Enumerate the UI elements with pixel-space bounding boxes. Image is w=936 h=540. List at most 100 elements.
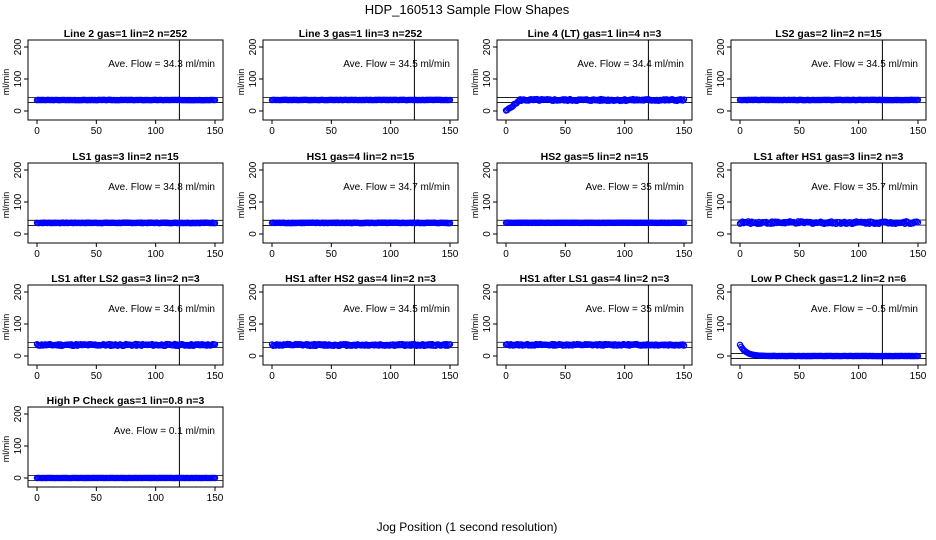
x-tick-label: 100 [850,371,867,382]
mean-flow-annotation: Ave. Flow = −0.5 ml/min [811,304,918,315]
y-tick-label: 100 [482,193,493,210]
plot-frame [27,406,224,488]
mean-flow-annotation: Ave. Flow = 34.5 ml/min [811,59,918,70]
panel-3: Line 4 (LT) gas=1 lin=4 n=3 0 50 100 150 0 100… [470,28,693,137]
y-axis-label: ml/min [470,69,480,96]
x-tick-label: 0 [269,249,275,260]
x-tick-label: 100 [382,126,399,137]
panel-title: Low P Check gas=1.2 lin=2 n=6 [751,273,906,285]
plot-frame [496,284,693,366]
plot-frame [27,284,224,366]
x-tick-label: 50 [326,249,338,260]
panel-12: Low P Check gas=1.2 lin=2 n=6 0 50 100 150 0 1… [704,273,927,382]
y-tick-label: 0 [13,475,24,481]
mean-flow-annotation: Ave. Flow = 34.4 ml/min [577,59,684,70]
y-tick-label: 200 [482,283,493,300]
x-tick-label: 0 [34,371,40,382]
y-tick-label: 100 [716,315,727,332]
y-axis-label: ml/min [470,192,480,219]
data-point [446,96,454,104]
y-tick-label: 200 [13,161,24,178]
mean-flow-annotation: Ave. Flow = 34.8 ml/min [108,182,215,193]
data-point [914,219,922,226]
panel-title: Line 2 gas=1 lin=2 n=252 [64,28,188,40]
data-point [446,219,454,227]
x-tick-label: 150 [207,249,224,260]
data-point [914,96,922,104]
y-axis-label: ml/min [704,69,714,96]
x-tick-label: 150 [442,249,459,260]
x-tick-label: 100 [616,126,633,137]
y-axis-label: ml/min [704,314,714,341]
x-tick-label: 100 [147,249,164,260]
x-tick-label: 150 [442,371,459,382]
x-tick-label: 150 [910,249,927,260]
x-tick-label: 100 [616,371,633,382]
y-tick-label: 200 [716,38,727,55]
y-tick-label: 0 [13,353,24,359]
panel-2: Line 3 gas=1 lin=3 n=252 0 50 100 150 0 100 200… [236,28,459,137]
x-tick-label: 150 [676,371,693,382]
panel-5: LS1 gas=3 lin=2 n=15 0 50 100 150 0 100 200 ml/m… [1,151,224,260]
y-tick-label: 200 [13,405,24,422]
mean-flow-annotation: Ave. Flow = 0.1 ml/min [114,426,215,437]
y-axis-label: ml/min [1,69,11,96]
y-tick-label: 100 [13,193,24,210]
y-tick-label: 0 [482,108,493,114]
x-tick-label: 0 [269,371,275,382]
plot-frame [27,39,224,121]
x-tick-label: 150 [207,371,224,382]
panel-title: HS1 gas=4 lin=2 n=15 [307,151,415,163]
mean-flow-annotation: Ave. Flow = 34.5 ml/min [343,304,450,315]
x-tick-label: 150 [207,126,224,137]
mean-flow-annotation: Ave. Flow = 35 ml/min [586,304,684,315]
mean-flow-annotation: Ave. Flow = 35.7 ml/min [811,182,918,193]
y-tick-label: 100 [13,437,24,454]
panel-title: HS1 after LS1 gas=4 lin=2 n=3 [520,273,670,285]
y-tick-label: 200 [13,283,24,300]
data-point [680,219,688,227]
data-point [211,96,219,104]
x-tick-label: 100 [382,249,399,260]
x-tick-label: 150 [207,493,224,504]
x-tick-label: 0 [737,126,743,137]
data-point [680,96,688,103]
x-tick-label: 50 [794,371,806,382]
y-tick-label: 0 [716,353,727,359]
x-tick-label: 100 [382,371,399,382]
x-tick-label: 50 [794,126,806,137]
mean-flow-annotation: Ave. Flow = 35 ml/min [586,182,684,193]
y-tick-label: 0 [248,353,259,359]
panel-title: LS1 after HS1 gas=3 lin=2 n=3 [754,151,904,163]
x-tick-label: 0 [34,126,40,137]
y-tick-label: 100 [13,70,24,87]
panel-title: HS1 after HS2 gas=4 lin=2 n=3 [285,273,436,285]
x-tick-label: 150 [676,249,693,260]
figure-title: HDP_160513 Sample Flow Shapes [365,2,570,17]
data-point [680,342,688,349]
panel-title: High P Check gas=1 lin=0.8 n=3 [47,395,205,407]
y-tick-label: 0 [716,231,727,237]
mean-flow-annotation: Ave. Flow = 34.7 ml/min [343,182,450,193]
plot-frame [262,39,459,121]
y-tick-label: 200 [248,161,259,178]
plot-frame [27,162,224,244]
y-axis-label: ml/min [470,314,480,341]
x-tick-label: 0 [503,249,509,260]
y-tick-label: 0 [13,231,24,237]
x-tick-label: 50 [794,249,806,260]
x-tick-label: 50 [560,249,572,260]
plot-frame [730,162,927,244]
y-tick-label: 0 [13,108,24,114]
plot-frame [262,284,459,366]
x-tick-label: 100 [147,493,164,504]
panel-8: LS1 after HS1 gas=3 lin=2 n=3 0 50 100 150 0 1… [704,151,927,260]
y-tick-label: 100 [716,70,727,87]
y-tick-label: 0 [482,231,493,237]
panel-10: HS1 after HS2 gas=4 lin=2 n=3 0 50 100 150 0 1… [236,273,459,382]
y-tick-label: 100 [13,315,24,332]
x-tick-label: 50 [326,371,338,382]
data-point [679,341,687,348]
x-tick-label: 50 [91,371,103,382]
